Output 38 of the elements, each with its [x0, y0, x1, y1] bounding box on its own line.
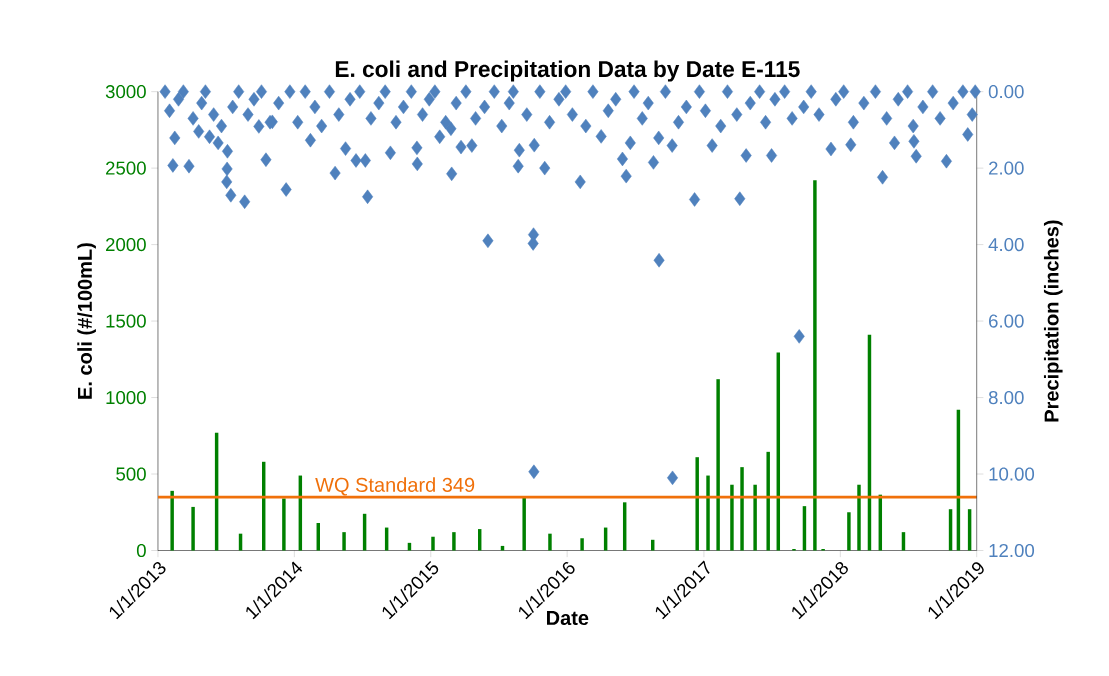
y-tick-label: 3000: [105, 85, 146, 99]
bar: [500, 546, 505, 551]
bar: [716, 379, 720, 551]
y2-axis-title: Precipitation (inches): [1043, 220, 1063, 422]
ref-line-label: WQ Standard 349: [315, 477, 475, 496]
bar: [857, 484, 861, 551]
bar: [342, 532, 346, 551]
bar: [847, 512, 851, 551]
y-tick-label: 2000: [106, 238, 146, 252]
bar: [548, 533, 552, 551]
y2-tick-label: 0.00: [988, 85, 1024, 99]
bar: [191, 507, 195, 551]
y2-tick-label: 4.00: [988, 238, 1024, 252]
bar: [282, 498, 286, 551]
y-tick-label: 0: [136, 543, 146, 558]
bar: [452, 532, 456, 551]
bar: [522, 497, 526, 551]
y2-tick-label: 10.00: [989, 467, 1035, 481]
bar: [431, 536, 435, 551]
y2-tick-label: 12.00: [989, 543, 1035, 558]
bar: [695, 457, 699, 551]
bar: [706, 475, 710, 551]
bar: [730, 484, 734, 551]
y2-tick-label: 8.00: [988, 391, 1024, 405]
y-tick-label: 1000: [106, 391, 146, 405]
y2-tick-label: 2.00: [989, 161, 1024, 175]
y-tick-label: 2500: [106, 161, 146, 175]
bar: [813, 180, 817, 551]
bar: [580, 538, 584, 551]
y2-tick-label: 6.00: [989, 314, 1024, 328]
y-axis-title: E. coli (#/100mL): [77, 243, 96, 399]
y-tick-label: 1500: [106, 314, 146, 328]
y-tick-label: 500: [116, 467, 146, 481]
bar: [766, 451, 770, 551]
bar: [753, 484, 757, 551]
bar: [740, 467, 744, 551]
chart-title: E. coli and Precipitation Data by Date E-115: [335, 60, 800, 82]
bar: [170, 490, 174, 551]
